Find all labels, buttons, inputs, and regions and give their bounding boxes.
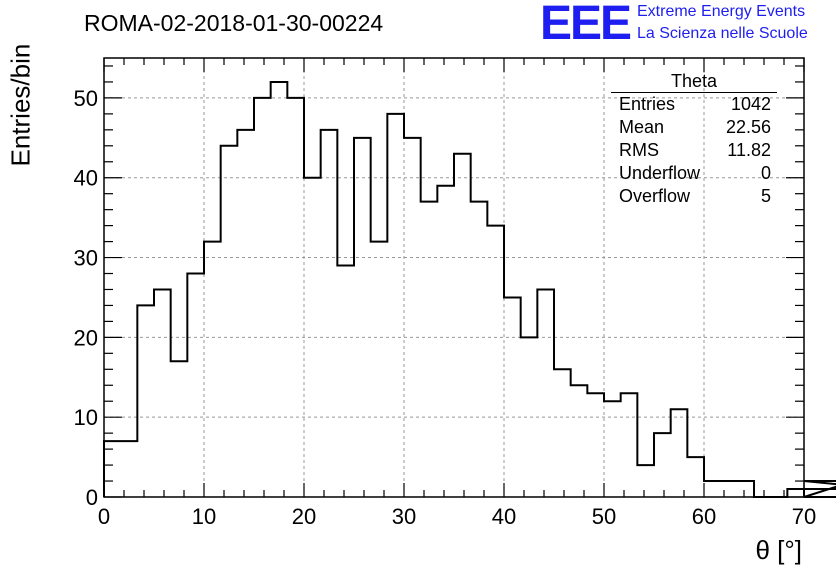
histogram-bin [187,274,204,497]
histogram-bin [221,146,238,497]
stats-rows: Entries 1042 Mean 22.56 RMS 11.82 Underflow 0 Ov… [611,93,777,208]
histogram-bin [554,369,571,497]
stats-row: Mean 22.56 [611,116,777,139]
stats-label: RMS [619,140,659,160]
stats-value: 0 [760,163,771,183]
histogram-bin [237,130,254,497]
stats-value: 22.56 [725,117,771,137]
histogram-bin [737,481,754,497]
y-tick-label: 30 [74,246,98,271]
histogram-bin [204,242,221,497]
histogram-bin [521,337,538,497]
y-tick-label: 20 [74,325,98,350]
x-tick-label: 20 [292,504,316,529]
x-axis-label: θ [°] [755,535,802,565]
eee-logo: EEE [540,0,632,50]
histogram-bin [371,242,388,497]
stats-label: Entries [619,94,676,114]
histogram-bin [304,178,321,497]
histogram-bin [571,385,588,497]
histogram-bin [121,441,138,497]
run-title: ROMA-02-2018-01-30-00224 [84,10,384,36]
histogram-bin [537,289,554,497]
y-tick-label: 50 [74,86,98,111]
histogram-bin [721,481,738,497]
x-tick-label: 50 [592,504,616,529]
histogram-bin [437,186,454,497]
histogram-bin [137,305,154,497]
logo-line-1: Extreme Energy Events [637,3,806,20]
stats-value: 1042 [730,94,771,114]
histogram-bin [171,361,188,497]
stats-label: Overflow [619,186,691,206]
x-tick-label: 30 [392,504,416,529]
histogram-bin [271,82,288,497]
stats-title: Theta [611,70,777,93]
histogram-bin [704,481,721,497]
x-tick-label: 10 [192,504,216,529]
histogram-bin [604,401,621,497]
histogram-bin [337,266,354,497]
stats-row: Overflow 5 [611,185,777,208]
histogram-bin [621,393,638,497]
stats-label: Underflow [619,163,701,183]
y-tick-label: 10 [74,405,98,430]
histogram-bin [321,130,338,497]
histogram-bin [587,393,604,497]
y-tick-label: 0 [86,485,98,510]
histogram-bin [354,138,371,497]
histogram-bin [487,226,504,497]
stats-row: Entries 1042 [611,93,777,116]
histogram-bin [387,114,404,497]
histogram-bin [421,202,438,497]
histogram-bin [287,98,304,497]
histogram-bin [154,289,171,497]
histogram-bin [787,489,804,497]
plot-frame [103,57,805,498]
stats-label: Mean [619,117,665,137]
histogram-bin [404,138,421,497]
x-tick-label: 60 [692,504,716,529]
histogram-bin [637,465,654,497]
axis-ticks [103,58,805,498]
x-tick-label: 40 [492,504,516,529]
stats-box: Theta Entries 1042 Mean 22.56 RMS 11.82 Underf… [611,70,777,208]
histogram-bin [454,154,471,497]
plot-border [103,57,805,498]
histogram-bin [687,457,704,497]
histogram-bin [671,409,688,497]
stats-value: 5 [760,186,771,206]
logo-line-2: La Scienza nelle Scuole [637,25,808,42]
x-tick-label: 70 [792,504,816,529]
histogram-bin [504,297,521,497]
stats-row: Underflow 0 [611,162,777,185]
histogram-bin [654,433,671,497]
stats-row: RMS 11.82 [611,139,777,162]
y-tick-label: 40 [74,166,98,191]
stats-value: 11.82 [727,140,771,160]
x-tick-label: 0 [98,504,110,529]
histogram-bin [254,98,271,497]
histogram-bin [471,202,488,497]
